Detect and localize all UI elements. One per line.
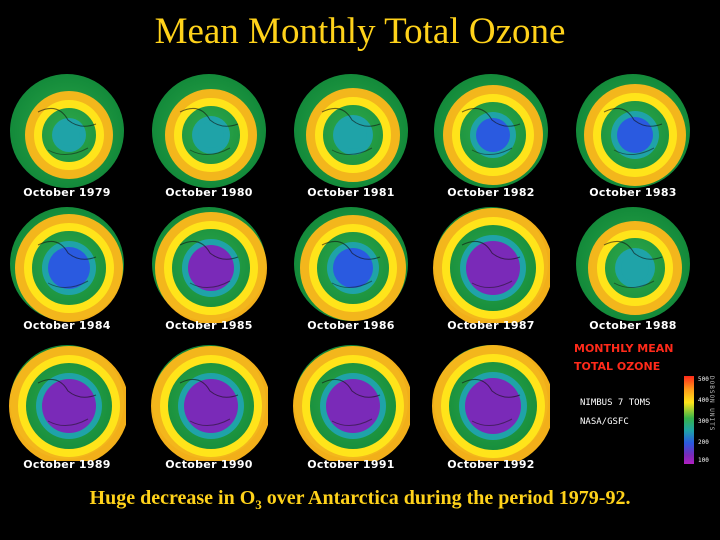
ozone-globe <box>150 343 268 461</box>
ozone-globe <box>150 205 268 323</box>
ozone-globe <box>574 205 692 323</box>
ozone-globe <box>432 343 550 461</box>
ozone-globe <box>292 343 410 461</box>
globe-label: October 1984 <box>23 319 111 332</box>
ozone-globe <box>432 205 550 323</box>
legend-tick: 300 <box>698 418 709 425</box>
ozone-globe <box>292 72 410 190</box>
caption-subscript: 3 <box>255 497 262 512</box>
globe-label: October 1980 <box>165 186 253 199</box>
legend-tick: 500 <box>698 376 709 383</box>
legend-title-line1: MONTHLY MEAN <box>574 342 674 355</box>
globe-label: October 1981 <box>307 186 395 199</box>
globe-label: October 1986 <box>307 319 395 332</box>
legend-source-agency: NASA/GSFC <box>580 417 629 427</box>
legend-tick: 200 <box>698 439 709 446</box>
ozone-globe <box>8 72 126 190</box>
globe-label: October 1991 <box>307 458 395 471</box>
globe-label: October 1982 <box>447 186 535 199</box>
globe-label: October 1989 <box>23 458 111 471</box>
globe-label: October 1979 <box>23 186 111 199</box>
caption: Huge decrease in O3 over Antarctica duri… <box>0 487 720 513</box>
legend-units: DOBSON UNITS <box>708 376 715 432</box>
globe-label: October 1990 <box>165 458 253 471</box>
legend-colorbar <box>684 376 694 464</box>
ozone-globe <box>292 205 410 323</box>
legend: MONTHLY MEAN TOTAL OZONE NIMBUS 7 TOMS N… <box>560 340 720 470</box>
caption-text-start: Huge decrease in O <box>89 487 256 509</box>
globe-label: October 1988 <box>589 319 677 332</box>
legend-tick: 400 <box>698 397 709 404</box>
legend-tick: 100 <box>698 457 709 464</box>
page-title: Mean Monthly Total Ozone <box>154 11 566 52</box>
ozone-globe <box>8 205 126 323</box>
globe-label: October 1992 <box>447 458 535 471</box>
ozone-globe <box>574 72 692 190</box>
legend-source-instrument: NIMBUS 7 TOMS <box>580 398 651 408</box>
globe-label: October 1983 <box>589 186 677 199</box>
ozone-globe <box>432 72 550 190</box>
ozone-globe <box>8 343 126 461</box>
globe-label: October 1987 <box>447 319 535 332</box>
caption-text-end: over Antarctica during the period 1979-9… <box>261 487 631 509</box>
legend-title-line2: TOTAL OZONE <box>574 360 661 373</box>
globe-label: October 1985 <box>165 319 253 332</box>
ozone-globe <box>150 72 268 190</box>
